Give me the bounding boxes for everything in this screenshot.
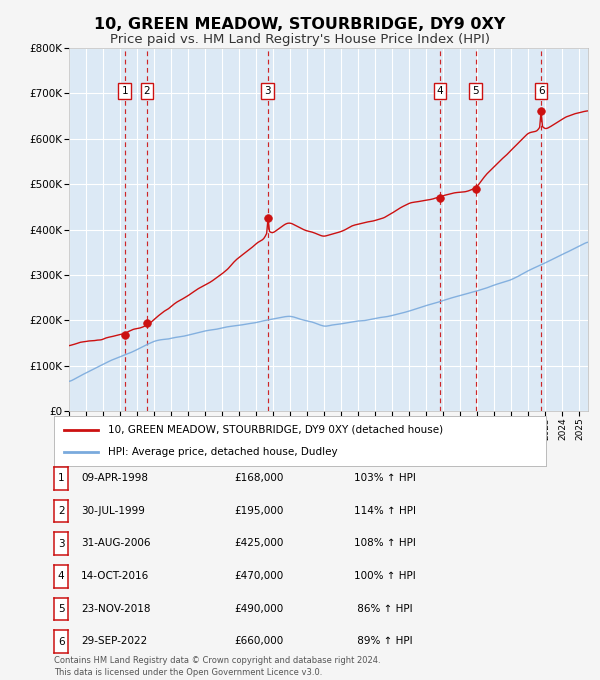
Text: 10, GREEN MEADOW, STOURBRIDGE, DY9 0XY (detached house): 10, GREEN MEADOW, STOURBRIDGE, DY9 0XY (… xyxy=(108,424,443,435)
Text: Price paid vs. HM Land Registry's House Price Index (HPI): Price paid vs. HM Land Registry's House … xyxy=(110,33,490,46)
Text: 5: 5 xyxy=(58,604,65,614)
Text: 3: 3 xyxy=(264,86,271,97)
Text: 4: 4 xyxy=(58,571,65,581)
Text: 3: 3 xyxy=(58,539,65,549)
Text: 6: 6 xyxy=(58,636,65,647)
Text: 5: 5 xyxy=(472,86,479,97)
Text: 86% ↑ HPI: 86% ↑ HPI xyxy=(354,604,413,613)
Text: 108% ↑ HPI: 108% ↑ HPI xyxy=(354,539,416,548)
Text: 103% ↑ HPI: 103% ↑ HPI xyxy=(354,473,416,483)
Text: 89% ↑ HPI: 89% ↑ HPI xyxy=(354,636,413,646)
Text: 30-JUL-1999: 30-JUL-1999 xyxy=(81,506,145,515)
Text: 114% ↑ HPI: 114% ↑ HPI xyxy=(354,506,416,515)
Text: 31-AUG-2006: 31-AUG-2006 xyxy=(81,539,151,548)
Text: 29-SEP-2022: 29-SEP-2022 xyxy=(81,636,147,646)
Text: 2: 2 xyxy=(143,86,150,97)
Text: Contains HM Land Registry data © Crown copyright and database right 2024.
This d: Contains HM Land Registry data © Crown c… xyxy=(54,656,380,677)
Text: £660,000: £660,000 xyxy=(234,636,283,646)
Text: 1: 1 xyxy=(58,473,65,483)
Text: 1: 1 xyxy=(121,86,128,97)
Text: 09-APR-1998: 09-APR-1998 xyxy=(81,473,148,483)
Text: 14-OCT-2016: 14-OCT-2016 xyxy=(81,571,149,581)
Text: 4: 4 xyxy=(436,86,443,97)
Text: £490,000: £490,000 xyxy=(234,604,283,613)
Text: 10, GREEN MEADOW, STOURBRIDGE, DY9 0XY: 10, GREEN MEADOW, STOURBRIDGE, DY9 0XY xyxy=(94,17,506,32)
Text: £470,000: £470,000 xyxy=(234,571,283,581)
Text: 6: 6 xyxy=(538,86,545,97)
Text: £195,000: £195,000 xyxy=(234,506,283,515)
Text: £168,000: £168,000 xyxy=(234,473,283,483)
Text: 100% ↑ HPI: 100% ↑ HPI xyxy=(354,571,416,581)
Text: £425,000: £425,000 xyxy=(234,539,283,548)
Text: 2: 2 xyxy=(58,506,65,516)
Text: 23-NOV-2018: 23-NOV-2018 xyxy=(81,604,151,613)
Text: HPI: Average price, detached house, Dudley: HPI: Average price, detached house, Dudl… xyxy=(108,447,338,458)
